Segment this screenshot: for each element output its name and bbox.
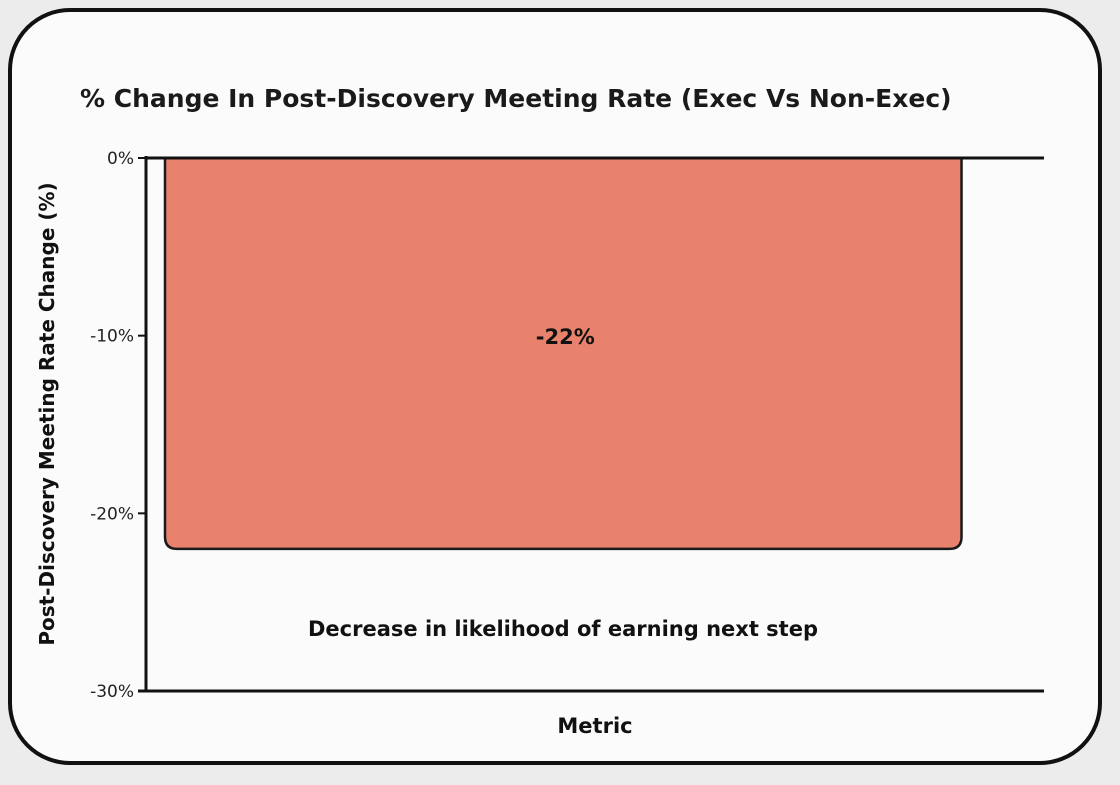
y-tick-label-3: -30% [90,682,134,702]
y-tick-label-2: -20% [90,504,134,524]
x-axis-label: Metric [557,714,633,738]
y-tick-label-0: 0% [107,149,134,169]
bar-annotation: Decrease in likelihood of earning next s… [308,617,818,641]
bar-0 [163,156,963,551]
y-tick-label-1: -10% [90,327,134,347]
chart-title: % Change In Post-Discovery Meeting Rate … [80,84,952,113]
bar-data-label-0: -22% [536,325,595,349]
